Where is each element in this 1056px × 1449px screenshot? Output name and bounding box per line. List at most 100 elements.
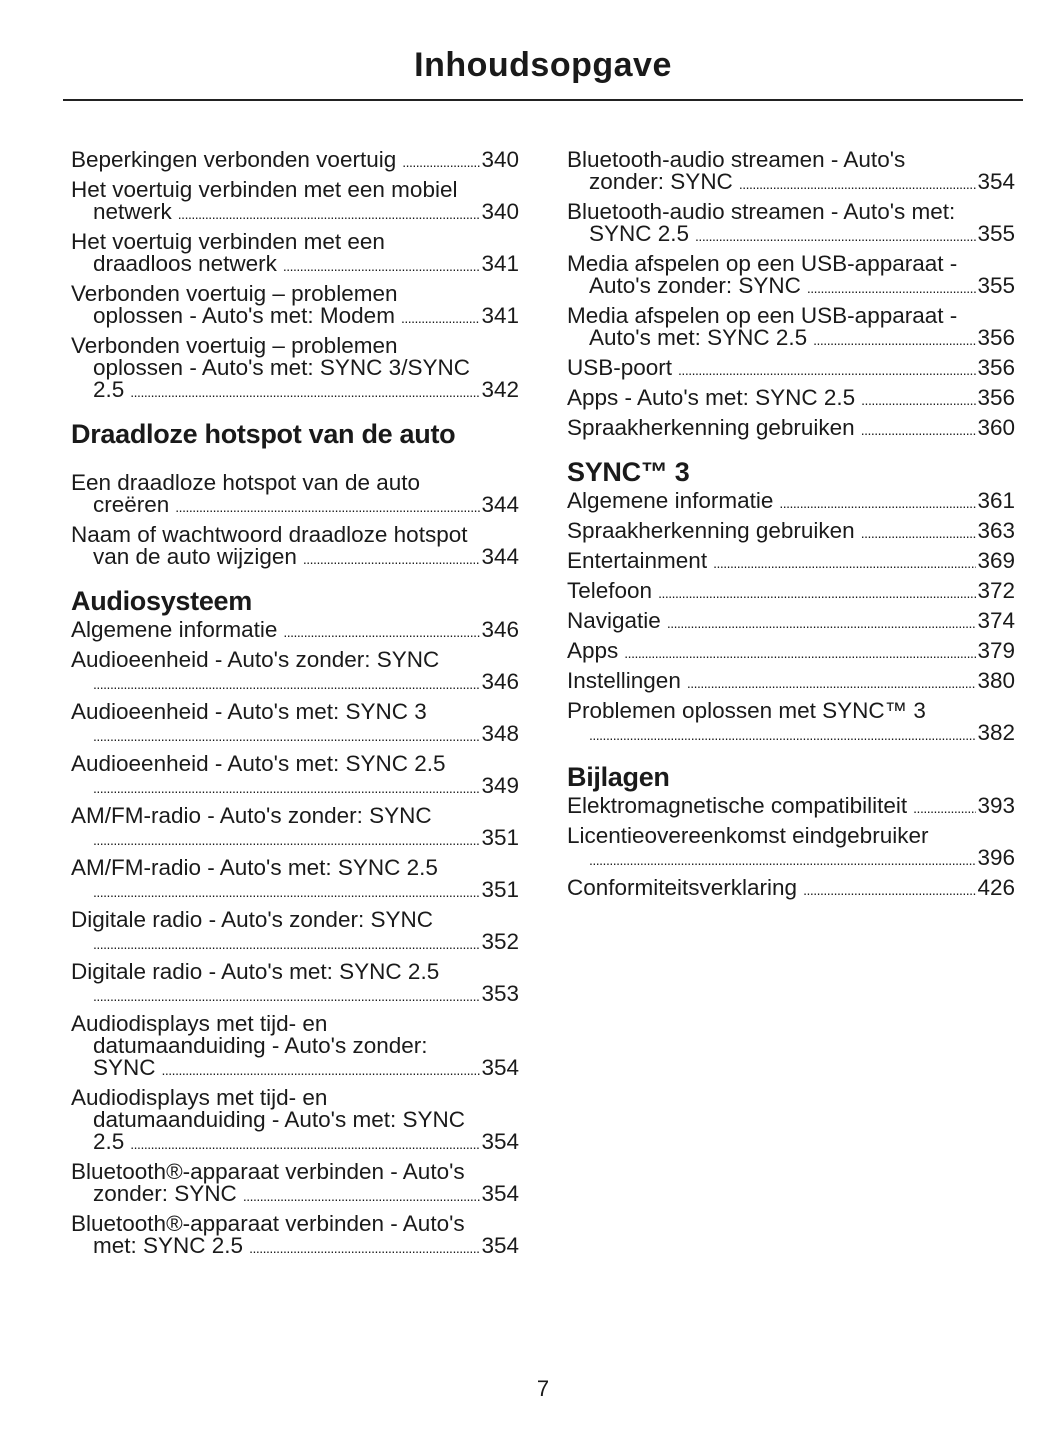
toc-entry[interactable]: Het voertuig verbinden met een draadloos … [71, 230, 519, 275]
toc-entry[interactable]: Het voertuig verbinden met een mobiel net… [71, 178, 519, 224]
toc-entry[interactable]: AM/FM-radio - Auto's met: SYNC 2.5......… [71, 855, 519, 902]
toc-entry-title: Audioeenheid - Auto's met: SYNC 3 [71, 699, 427, 724]
toc-page-number: 342 [481, 377, 519, 402]
dot-leader: ........................................… [93, 676, 480, 692]
toc-entry-line: Bluetooth®-apparaat verbinden - Auto's [71, 1212, 519, 1235]
toc-entry[interactable]: Instellingen............................… [567, 668, 1015, 693]
dot-leader: ........................................… [860, 422, 977, 438]
toc-page-number: 349 [481, 773, 519, 798]
toc-entry[interactable]: Navigatie...............................… [567, 608, 1015, 633]
toc-entry[interactable]: Bluetooth-audio streamen - Auto's met: SY… [567, 199, 1015, 245]
toc-entry-title: Apps [567, 638, 619, 663]
page-title: Inhoudsopgave [414, 46, 672, 84]
toc-entry[interactable]: Bluetooth®-apparaat verbinden - Auto's zo… [71, 1159, 519, 1205]
toc-entry-line: Apps....................................… [567, 638, 1015, 663]
toc-entry[interactable]: Audiodisplays met tijd- en datumaanduidin… [71, 1012, 519, 1079]
toc-page-number: 340 [481, 199, 519, 224]
toc-entry-title: creëren [93, 492, 170, 517]
toc-entry-title: Audioeenheid - Auto's zonder: SYNC [71, 647, 440, 672]
toc-entry[interactable]: Media afspelen op een USB-apparaat - Auto… [567, 252, 1015, 297]
dot-leader: ........................................… [249, 1240, 480, 1256]
toc-entry[interactable]: Conformiteitsverklaring.................… [567, 876, 1015, 899]
toc-entry-line: Navigatie...............................… [567, 608, 1015, 633]
toc-entry-line: Audiodisplays met tijd- en [71, 1086, 519, 1109]
dot-leader: ........................................… [282, 258, 481, 274]
toc-entry[interactable]: Licentieovereenkomst eindgebruiker......… [567, 824, 1015, 869]
toc-entry-line: datumaanduiding - Auto's zonder: [71, 1033, 519, 1058]
toc-entry-title: Verbonden voertuig – problemen [71, 281, 398, 306]
toc-entry[interactable]: Apps - Auto's met: SYNC 2.5.............… [567, 385, 1015, 410]
toc-entry[interactable]: Audiodisplays met tijd- en datumaanduidin… [71, 1086, 519, 1153]
toc-entry[interactable]: Media afspelen op een USB-apparaat - Auto… [567, 303, 1015, 350]
toc-entry[interactable]: AM/FM-radio - Auto's zonder: SYNC.......… [71, 804, 519, 849]
toc-page-number: 356 [977, 325, 1015, 350]
dot-leader: ........................................… [161, 1062, 481, 1078]
toc-entry[interactable]: Entertainment...........................… [567, 548, 1015, 573]
toc-entry-line: ........................................… [567, 721, 1015, 744]
toc-entry[interactable]: Algemene informatie.....................… [71, 617, 519, 642]
toc-entry[interactable]: Een draadloze hotspot van de auto creëren… [71, 471, 519, 517]
toc-entry[interactable]: USB-poort...............................… [567, 356, 1015, 379]
toc-entry-title: Verbonden voertuig – problemen [71, 333, 398, 358]
toc-page-number: 380 [977, 668, 1015, 693]
toc-entry[interactable]: Elektromagnetische compatibiliteit......… [567, 793, 1015, 818]
toc-page-number: 346 [481, 617, 519, 642]
toc-entry[interactable]: Digitale radio - Auto's met: SYNC 2.5...… [71, 959, 519, 1005]
toc-entry[interactable]: Algemene informatie.....................… [567, 489, 1015, 512]
toc-entry-line: ........................................… [71, 877, 519, 902]
toc-page-number: 356 [977, 385, 1015, 410]
dot-leader: ........................................… [658, 585, 977, 601]
toc-entry-title: datumaanduiding - Auto's met: SYNC [93, 1107, 465, 1132]
toc-entry-title: 2.5 [93, 377, 125, 402]
toc-page-number: 348 [481, 721, 519, 746]
toc-entry[interactable]: Spraakherkenning gebruiken..............… [567, 518, 1015, 543]
dot-leader: ........................................… [806, 280, 977, 296]
toc-page-number: 354 [481, 1233, 519, 1258]
toc-page-number: 363 [977, 518, 1015, 543]
toc-entry-line: 2.5.....................................… [71, 377, 519, 402]
toc-entry-title: AM/FM-radio - Auto's met: SYNC 2.5 [71, 855, 438, 880]
toc-entry-line: Verbonden voertuig – problemen [71, 281, 519, 306]
dot-leader: ........................................… [738, 176, 977, 192]
toc-entry[interactable]: Naam of wachtwoord draadloze hotspot van … [71, 523, 519, 568]
toc-entry-line: Verbonden voertuig – problemen [71, 333, 519, 358]
dot-leader: ........................................… [93, 780, 480, 796]
toc-entry[interactable]: Digitale radio - Auto's zonder: SYNC....… [71, 908, 519, 953]
toc-entry-title: Algemene informatie [71, 617, 278, 642]
toc-entry[interactable]: Spraakherkenning gebruiken..............… [567, 415, 1015, 440]
toc-entry[interactable]: Telefoon................................… [567, 579, 1015, 602]
dot-leader: ........................................… [779, 495, 976, 511]
dot-leader: ........................................… [93, 884, 480, 900]
toc-entry[interactable]: Audioeenheid - Auto's met: SYNC 3.......… [71, 699, 519, 746]
toc-entry-title: Bluetooth-audio streamen - Auto's met: [567, 199, 956, 224]
toc-page-number: 374 [977, 608, 1015, 633]
toc-entry[interactable]: Bluetooth®-apparaat verbinden - Auto's me… [71, 1212, 519, 1258]
toc-entry-line: met: SYNC 2.5...........................… [71, 1233, 519, 1258]
dot-leader: ........................................… [589, 727, 976, 743]
toc-page-number: 360 [977, 415, 1015, 440]
toc-entry-title: Digitale radio - Auto's met: SYNC 2.5 [71, 959, 440, 984]
toc-entry[interactable]: Audioeenheid - Auto's met: SYNC 2.5.....… [71, 752, 519, 798]
toc-entry-line: Elektromagnetische compatibiliteit......… [567, 793, 1015, 818]
toc-entry-line: Apps - Auto's met: SYNC 2.5.............… [567, 385, 1015, 410]
dot-leader: ........................................… [686, 675, 977, 691]
toc-page-number: 393 [977, 793, 1015, 818]
toc-page-number: 369 [977, 548, 1015, 573]
toc-entry-line: Spraakherkenning gebruiken..............… [567, 518, 1015, 543]
toc-entry[interactable]: Audioeenheid - Auto's zonder: SYNC......… [71, 647, 519, 693]
toc-entry-title: Auto's met: SYNC 2.5 [589, 325, 808, 350]
toc-entry[interactable]: Verbonden voertuig – problemen oplossen -… [71, 281, 519, 328]
toc-entry[interactable]: Problemen oplossen met SYNC™ 3..........… [567, 699, 1015, 744]
toc-entry-title: Media afspelen op een USB-apparaat - [567, 303, 958, 328]
toc-entry[interactable]: Bluetooth-audio streamen - Auto's zonder:… [567, 148, 1015, 193]
toc-page-number: 351 [481, 877, 519, 902]
toc-entry-title: oplossen - Auto's met: Modem [93, 303, 395, 328]
toc-entry-title: Bluetooth®-apparaat verbinden - Auto's [71, 1159, 465, 1184]
toc-entry[interactable]: Verbonden voertuig – problemen oplossen -… [71, 333, 519, 402]
toc-entry-line: oplossen - Auto's met: SYNC 3/SYNC [71, 356, 519, 379]
toc-entry[interactable]: Apps....................................… [567, 638, 1015, 663]
toc-entry[interactable]: Beperkingen verbonden voertuig..........… [71, 148, 519, 171]
toc-entry-title: datumaanduiding - Auto's zonder: [93, 1033, 428, 1058]
toc-entry-line: ........................................… [71, 982, 519, 1005]
toc-entry-line: Conformiteitsverklaring.................… [567, 876, 1015, 899]
